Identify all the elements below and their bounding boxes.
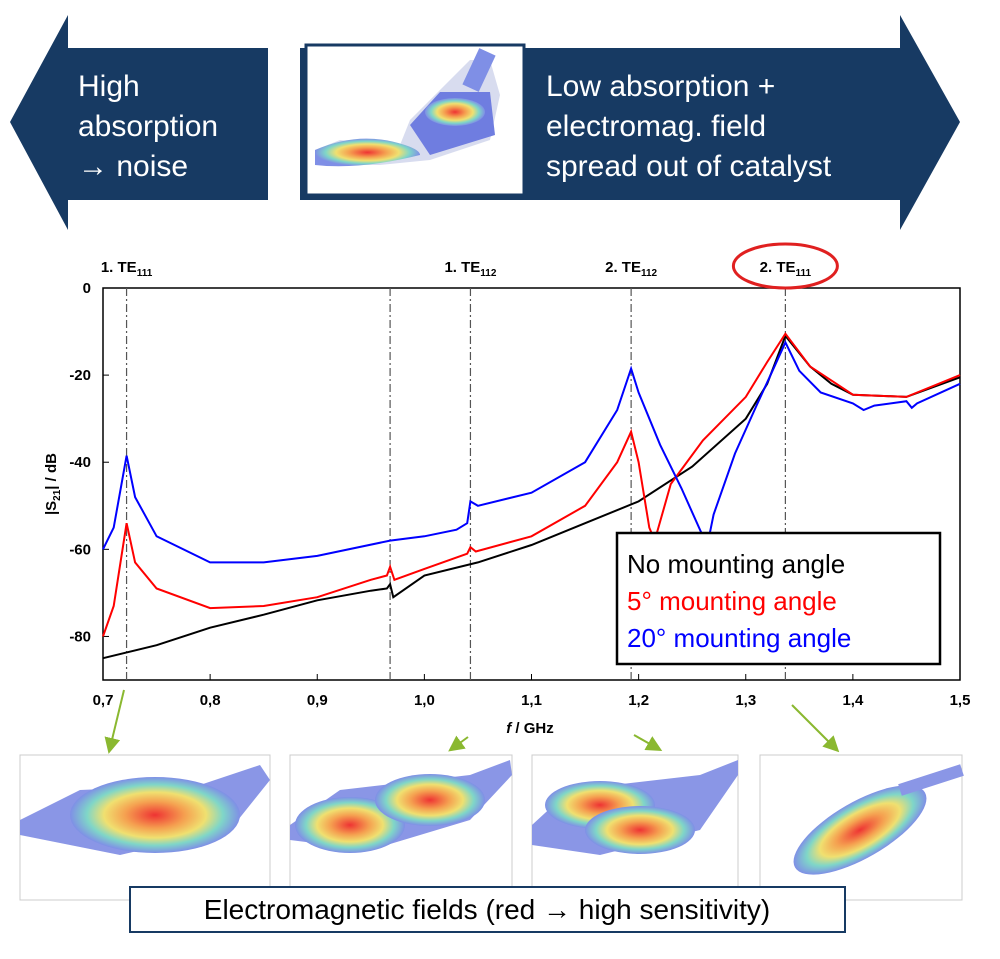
x-axis-label: f / GHz xyxy=(506,720,554,737)
y-label-part: |S xyxy=(43,501,60,515)
mode-sub: 111 xyxy=(796,268,812,279)
x-tick-label: 0,9 xyxy=(307,692,328,709)
x-tick-label: 1,5 xyxy=(950,692,971,709)
banner-text: Low absorption + xyxy=(546,70,775,103)
mode-sub: 112 xyxy=(480,268,497,279)
x-tick-label: 1,0 xyxy=(414,692,435,709)
legend-box xyxy=(615,531,942,666)
y-tick-label: -20 xyxy=(69,367,91,384)
x-label-var: f xyxy=(506,720,513,737)
mode-label: 1. TE112 xyxy=(444,259,496,279)
x-label-unit: / GHz xyxy=(511,720,554,737)
series-line xyxy=(102,340,961,564)
x-tick-label: 1,4 xyxy=(842,692,864,709)
banner-text: spread out of catalyst xyxy=(546,150,832,183)
x-tick-label: 0,8 xyxy=(200,692,221,709)
banner-text: electromag. field xyxy=(546,110,766,143)
x-tick-label: 1,1 xyxy=(521,692,542,709)
highlight-ring xyxy=(731,242,839,290)
pointer-arrows xyxy=(104,689,840,754)
mode-name: 1. TE xyxy=(101,259,137,276)
banner-text: → noise xyxy=(78,150,188,183)
y-tick-label: -60 xyxy=(69,541,91,558)
mode-name: 2. TE xyxy=(760,259,796,276)
mode-label: 2. TE112 xyxy=(605,259,657,279)
caption: Electromagnetic fields (red → high sensi… xyxy=(204,894,770,925)
x-tick-label: 1,3 xyxy=(735,692,756,709)
mode-name: 2. TE xyxy=(605,259,641,276)
mode-label: 2. TE111 xyxy=(760,259,812,279)
y-axis-label: |S21| / dB xyxy=(43,453,63,515)
left-arrow xyxy=(10,15,268,230)
x-tick-label: 0,7 xyxy=(93,692,114,709)
y-tick-label: -80 xyxy=(69,628,91,645)
caption-box xyxy=(129,886,846,933)
mode-name: 1. TE xyxy=(444,259,480,276)
field-images xyxy=(19,754,964,901)
series-line xyxy=(102,331,961,637)
y-tick-label: 0 xyxy=(83,280,91,297)
y-label-sub: 21 xyxy=(52,489,63,501)
mode-sub: 111 xyxy=(137,268,153,279)
legend-entry: 5° mounting angle xyxy=(627,586,837,616)
mode-sub: 112 xyxy=(641,268,658,279)
banner-text: absorption xyxy=(78,110,218,143)
legend-entry: 20° mounting angle xyxy=(627,623,851,653)
mode-label: 1. TE111 xyxy=(101,259,153,279)
y-tick-label: -40 xyxy=(69,454,91,471)
banner-text: High xyxy=(78,70,140,103)
x-tick-label: 1,2 xyxy=(628,692,649,709)
y-label-part: | / dB xyxy=(43,453,60,490)
legend-entry: No mounting angle xyxy=(627,549,845,579)
chart: 0,7 0,8 0,9 1,0 1,1 1,2 1,3 1,4 1,5 0 -20 -40 -60 -80… xyxy=(43,242,971,737)
banner-image xyxy=(304,43,526,197)
